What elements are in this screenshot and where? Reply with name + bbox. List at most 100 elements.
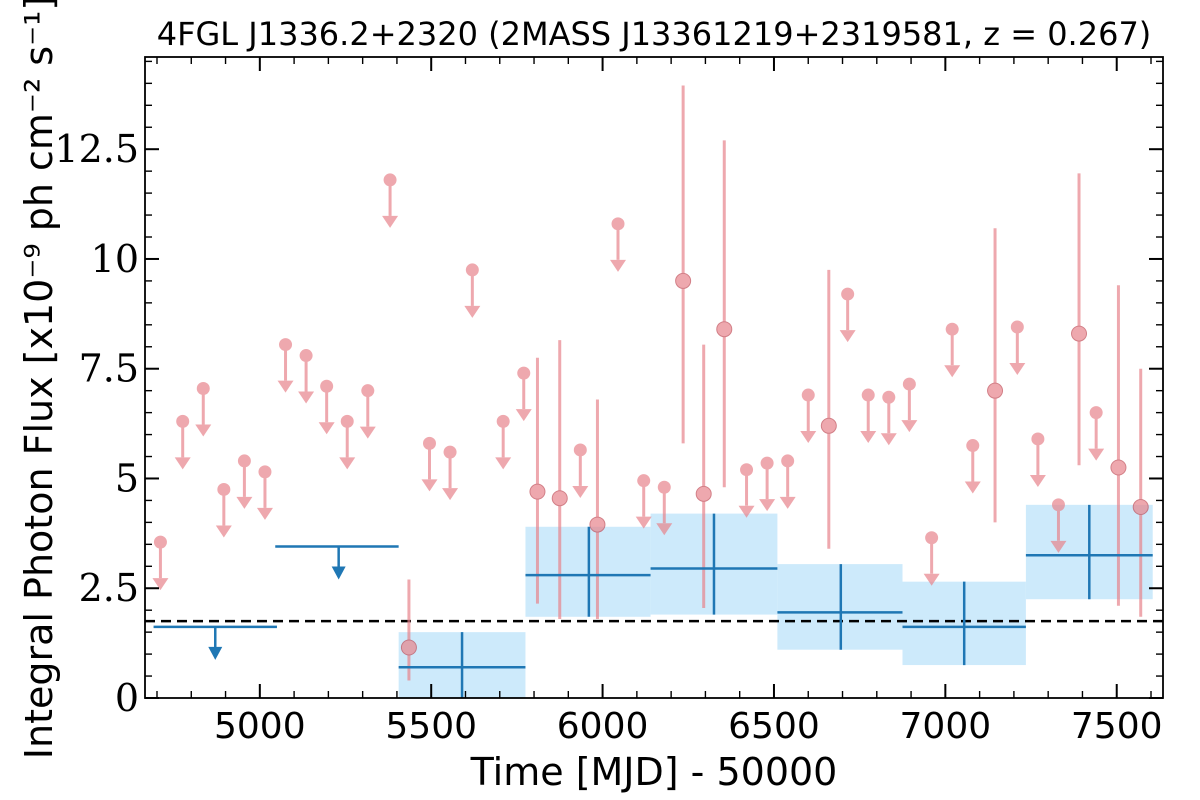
upper-limit-marker	[1031, 432, 1045, 446]
upper-limit-marker	[258, 465, 272, 479]
upper-limit-marker	[781, 454, 795, 468]
monthly-upper-limit	[800, 388, 817, 444]
monthly-upper-limit	[359, 384, 376, 439]
monthly-detection	[1132, 368, 1149, 617]
monthly-upper-limit	[901, 377, 918, 433]
monthly-upper-limit	[738, 463, 755, 518]
upper-limit-marker	[465, 263, 479, 277]
monthly-points	[152, 85, 1149, 681]
yearly-detection	[777, 564, 903, 650]
y-tick-label: 10	[91, 237, 139, 281]
upper-limit-marker	[882, 390, 896, 404]
monthly-upper-limit	[656, 480, 673, 536]
detection-marker	[400, 639, 417, 656]
monthly-upper-limit	[610, 217, 627, 272]
y-axis-label: Integral Photon Flux [x10⁻⁹ ph cm⁻² s⁻¹]	[17, 0, 61, 759]
upper-limit-marker	[657, 480, 671, 494]
upper-limit-marker	[517, 366, 531, 380]
monthly-detection	[675, 85, 692, 444]
upper-limit-arrow	[964, 481, 981, 494]
detection-marker	[987, 382, 1004, 399]
upper-limit-marker	[902, 377, 916, 391]
x-tick-label: 5500	[385, 706, 477, 747]
upper-limit-arrow	[298, 391, 315, 404]
monthly-upper-limit	[1088, 406, 1105, 461]
monthly-upper-limit	[382, 173, 399, 228]
upper-limit-marker	[611, 217, 625, 231]
upper-limit-arrow	[331, 566, 346, 580]
yearly-detection	[398, 632, 526, 698]
monthly-detection	[716, 140, 733, 488]
upper-limit-arrow	[1050, 540, 1067, 553]
upper-limit-arrow	[208, 646, 223, 660]
upper-limit-marker	[279, 338, 293, 352]
upper-limit-arrow	[779, 496, 796, 509]
upper-limit-marker	[196, 381, 210, 395]
upper-limit-marker	[361, 384, 375, 398]
upper-limit-marker	[841, 287, 855, 301]
upper-limit-marker	[966, 439, 980, 453]
monthly-detection	[551, 340, 568, 619]
detection-marker	[1071, 325, 1088, 342]
upper-limit-arrow	[318, 422, 335, 435]
monthly-detection	[820, 269, 837, 549]
monthly-detection	[1110, 285, 1127, 606]
upper-limit-arrow	[256, 507, 273, 520]
monthly-upper-limit	[277, 338, 294, 393]
upper-limit-marker	[383, 173, 397, 187]
upper-limit-arrow	[759, 499, 776, 512]
axis-ticks: 5000 5500 6000 6500 7000 7500 0 2.5 5 7.5 10 12.5	[54, 57, 1163, 747]
upper-limit-marker	[320, 379, 334, 393]
monthly-upper-limit	[1029, 432, 1046, 487]
monthly-upper-limit	[779, 454, 796, 509]
monthly-upper-limit	[944, 322, 961, 378]
y-tick-label: 7.5	[79, 347, 139, 391]
upper-limit-arrow	[495, 457, 512, 470]
upper-limit-marker	[1089, 406, 1103, 420]
y-tick-label: 5	[115, 456, 139, 500]
upper-limit-arrow	[635, 516, 652, 529]
upper-limit-arrow	[195, 424, 212, 437]
upper-limit-arrow	[800, 431, 817, 444]
monthly-upper-limit	[964, 439, 981, 494]
monthly-upper-limit	[923, 531, 940, 586]
yearly-detection	[525, 526, 651, 617]
upper-limit-arrow	[610, 259, 627, 272]
upper-limit-arrow	[944, 365, 961, 378]
upper-limit-marker	[861, 388, 875, 402]
upper-limit-marker	[237, 454, 251, 468]
yearly-upper-limit	[153, 625, 277, 660]
upper-limit-marker	[217, 482, 231, 496]
monthly-detection	[529, 357, 546, 604]
upper-limit-marker	[422, 436, 436, 450]
detection-marker	[589, 516, 606, 533]
monthly-upper-limit	[215, 482, 232, 538]
detection-marker	[675, 272, 692, 289]
detection-marker	[551, 490, 568, 507]
upper-limit-arrow	[174, 457, 191, 470]
upper-limit-arrow	[880, 433, 897, 446]
monthly-detection	[589, 399, 606, 619]
upper-limit-arrow	[901, 420, 918, 433]
y-tick-label: 12.5	[54, 127, 139, 171]
monthly-upper-limit	[318, 379, 335, 435]
upper-limit-marker	[496, 414, 510, 428]
yearly-error-bands	[398, 504, 1153, 698]
upper-limit-marker	[637, 474, 651, 488]
upper-limit-arrow	[236, 496, 253, 509]
monthly-upper-limit	[339, 414, 356, 470]
upper-limit-marker	[760, 456, 774, 470]
monthly-upper-limit	[1009, 320, 1026, 376]
monthly-upper-limit	[572, 443, 589, 498]
upper-limit-arrow	[572, 485, 589, 498]
upper-limit-marker	[1051, 498, 1065, 512]
plot-frame	[144, 56, 1164, 699]
monthly-upper-limit	[421, 436, 438, 492]
monthly-upper-limit	[860, 388, 877, 444]
x-tick-label: 5000	[214, 706, 306, 747]
upper-limit-arrow	[738, 505, 755, 518]
upper-limit-arrow	[839, 330, 856, 343]
upper-limit-arrow	[442, 488, 459, 501]
monthly-upper-limit	[152, 535, 169, 591]
